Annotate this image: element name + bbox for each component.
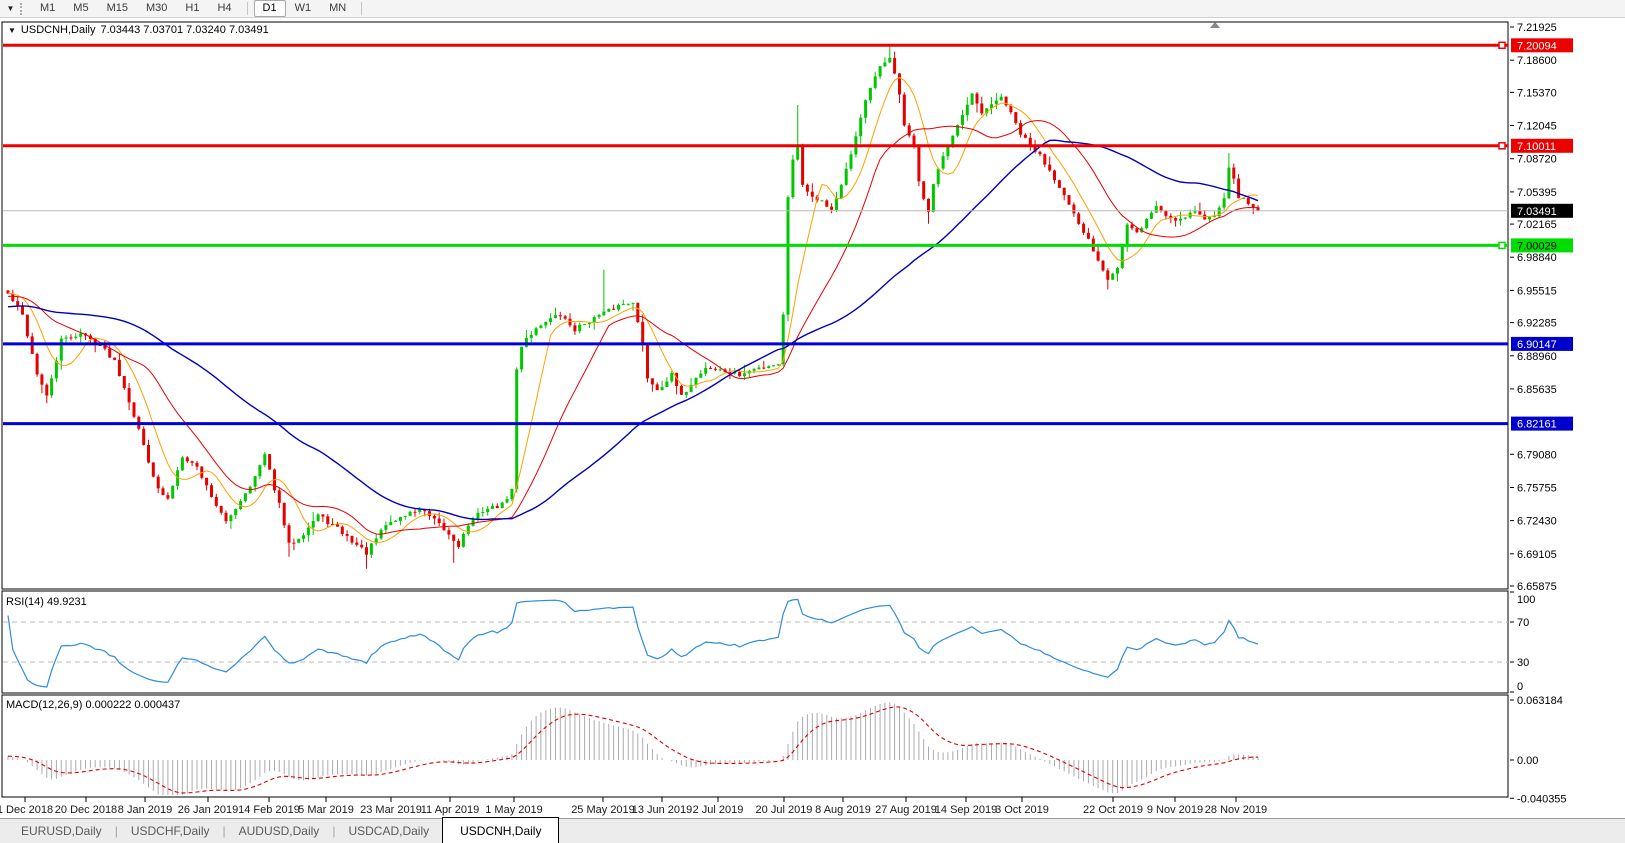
timeframe-button-m1[interactable]: M1 — [40, 2, 56, 14]
chart-window: 7.21925 7.18600 7.15370 7.12045 7.08720 7.053… — [0, 18, 1625, 818]
svg-text:26 Jan 2019: 26 Jan 2019 — [178, 804, 239, 816]
svg-text:7.02165: 7.02165 — [1517, 219, 1557, 231]
svg-text:6.92285: 6.92285 — [1517, 318, 1557, 330]
svg-text:6.95515: 6.95515 — [1517, 285, 1557, 297]
svg-text:6.69105: 6.69105 — [1517, 549, 1557, 561]
svg-text:25 May 2019: 25 May 2019 — [571, 804, 635, 816]
svg-text:6.65875: 6.65875 — [1517, 581, 1557, 593]
timeframe-button-d1[interactable]: D1 — [253, 0, 286, 17]
rsi-label: RSI(14) 49.9231 — [6, 596, 87, 608]
svg-text:0.063184: 0.063184 — [1517, 695, 1563, 707]
svg-text:6.75755: 6.75755 — [1517, 483, 1557, 495]
rsi-pane-border — [1, 590, 1509, 694]
timeframe-button-mn[interactable]: MN — [329, 2, 347, 14]
timeframe-button-m15[interactable]: M15 — [106, 2, 128, 14]
svg-text:0: 0 — [1517, 681, 1523, 693]
svg-text:8 Aug 2019: 8 Aug 2019 — [815, 804, 871, 816]
tab-eurusd-daily[interactable]: EURUSD,Daily — [21, 824, 102, 838]
ma-line-55 — [7, 139, 1259, 521]
svg-text:7.21925: 7.21925 — [1517, 22, 1557, 34]
svg-text:20 Dec 2018: 20 Dec 2018 — [55, 804, 117, 816]
tab-separator: | — [114, 824, 118, 838]
symbol-tab-bar: EURUSD,Daily | USDCHF,Daily | AUDUSD,Daily | U… — [0, 817, 1625, 843]
timeframe-toolbar: ▼ M1 M5 M15 M30 H1 H4 D1 W1 MN — [0, 0, 1625, 18]
svg-text:100: 100 — [1517, 594, 1535, 606]
svg-text:7.15370: 7.15370 — [1517, 87, 1557, 99]
price-chart[interactable]: 7.21925 7.18600 7.15370 7.12045 7.08720 7.053… — [0, 18, 1625, 818]
tab-separator: | — [222, 824, 226, 838]
timeframe-button-h1[interactable]: H1 — [185, 2, 200, 14]
timeframe-button-w1[interactable]: W1 — [294, 2, 312, 14]
date-axis[interactable]: 1 Dec 2018 20 Dec 2018 8 Jan 2019 26 Jan 20… — [0, 797, 1267, 816]
chart-title-ohlc: 7.03443 7.03701 7.03240 7.03491 — [100, 24, 269, 36]
timeframe-button-h4[interactable]: H4 — [217, 2, 232, 14]
svg-text:6.82161: 6.82161 — [1517, 419, 1557, 431]
timeframe-button-m30[interactable]: M30 — [145, 2, 168, 14]
ma-line-8 — [7, 76, 1259, 544]
rsi-indicator: 100 70 30 0 — [3, 591, 1535, 693]
svg-text:6.88960: 6.88960 — [1517, 351, 1557, 363]
ma-line-20 — [7, 120, 1258, 535]
svg-text:7.10011: 7.10011 — [1517, 141, 1556, 153]
svg-text:13 Jun 2019: 13 Jun 2019 — [632, 804, 693, 816]
collapse-icon[interactable]: ▼ — [8, 25, 16, 35]
chart-title-symbol: USDCNH,Daily — [20, 24, 96, 36]
chart-title: ▼ USDCNH,Daily 7.03443 7.03701 7.03240 7… — [8, 24, 269, 36]
svg-text:3 Oct 2019: 3 Oct 2019 — [995, 804, 1049, 816]
candles — [6, 45, 1260, 569]
svg-text:7.20094: 7.20094 — [1517, 40, 1557, 52]
svg-text:6.79080: 6.79080 — [1517, 449, 1557, 461]
svg-text:6.72430: 6.72430 — [1517, 516, 1557, 528]
svg-text:2 Jul 2019: 2 Jul 2019 — [693, 804, 744, 816]
toolbar-grip[interactable] — [20, 2, 25, 15]
price-axis[interactable]: 7.21925 7.18600 7.15370 7.12045 7.08720 7.053… — [1510, 22, 1573, 593]
toolbar-separator — [361, 2, 363, 15]
timeframe-buttons: M1 M5 M15 M30 H1 H4 D1 W1 MN — [31, 0, 368, 17]
svg-text:1 Dec 2018: 1 Dec 2018 — [0, 804, 53, 816]
svg-text:7.00029: 7.00029 — [1517, 240, 1557, 252]
svg-text:22 Oct 2019: 22 Oct 2019 — [1083, 804, 1143, 816]
toolbar-separator — [246, 2, 248, 15]
svg-text:8 Jan 2019: 8 Jan 2019 — [118, 804, 172, 816]
tab-usdcnh-daily[interactable]: USDCNH,Daily — [442, 817, 560, 843]
svg-text:11 Apr 2019: 11 Apr 2019 — [421, 804, 480, 816]
svg-text:7.05395: 7.05395 — [1517, 187, 1557, 199]
svg-text:5 Mar 2019: 5 Mar 2019 — [298, 804, 354, 816]
svg-text:30: 30 — [1517, 657, 1529, 669]
tab-usdchf-daily[interactable]: USDCHF,Daily — [130, 824, 210, 838]
svg-text:7.08720: 7.08720 — [1517, 154, 1557, 166]
tab-usdcad-daily[interactable]: USDCAD,Daily — [348, 824, 430, 838]
svg-text:6.90147: 6.90147 — [1517, 339, 1557, 351]
svg-text:23 Mar 2019: 23 Mar 2019 — [360, 804, 422, 816]
tab-audusd-daily[interactable]: AUDUSD,Daily — [238, 824, 320, 838]
svg-text:7.12045: 7.12045 — [1517, 121, 1557, 133]
svg-text:70: 70 — [1517, 617, 1529, 629]
svg-text:-0.040355: -0.040355 — [1517, 793, 1567, 805]
svg-text:14 Feb 2019: 14 Feb 2019 — [238, 804, 300, 816]
svg-text:7.03491: 7.03491 — [1517, 206, 1557, 218]
svg-text:14 Sep 2019: 14 Sep 2019 — [935, 804, 997, 816]
chart-shift-marker-icon[interactable] — [1210, 22, 1220, 28]
svg-text:0.00: 0.00 — [1517, 755, 1538, 767]
timeframe-button-m5[interactable]: M5 — [73, 2, 89, 14]
macd-indicator: 0.063184 0.00 -0.040355 — [7, 695, 1567, 805]
chart-dropdown-icon[interactable]: ▼ — [6, 4, 15, 13]
svg-text:9 Nov 2019: 9 Nov 2019 — [1147, 804, 1203, 816]
macd-label: MACD(12,26,9) 0.000222 0.000437 — [6, 699, 181, 711]
macd-pane-border — [1, 694, 1509, 798]
svg-text:1 May 2019: 1 May 2019 — [485, 804, 542, 816]
svg-text:28 Nov 2019: 28 Nov 2019 — [1205, 804, 1267, 816]
svg-text:7.18600: 7.18600 — [1517, 55, 1557, 67]
horizontal-levels[interactable] — [3, 41, 1508, 426]
main-pane-border — [1, 21, 1509, 590]
tab-separator: | — [332, 824, 336, 838]
svg-text:6.98840: 6.98840 — [1517, 252, 1557, 264]
svg-text:20 Jul 2019: 20 Jul 2019 — [756, 804, 813, 816]
svg-text:6.85635: 6.85635 — [1517, 384, 1557, 396]
svg-text:27 Aug 2019: 27 Aug 2019 — [875, 804, 937, 816]
